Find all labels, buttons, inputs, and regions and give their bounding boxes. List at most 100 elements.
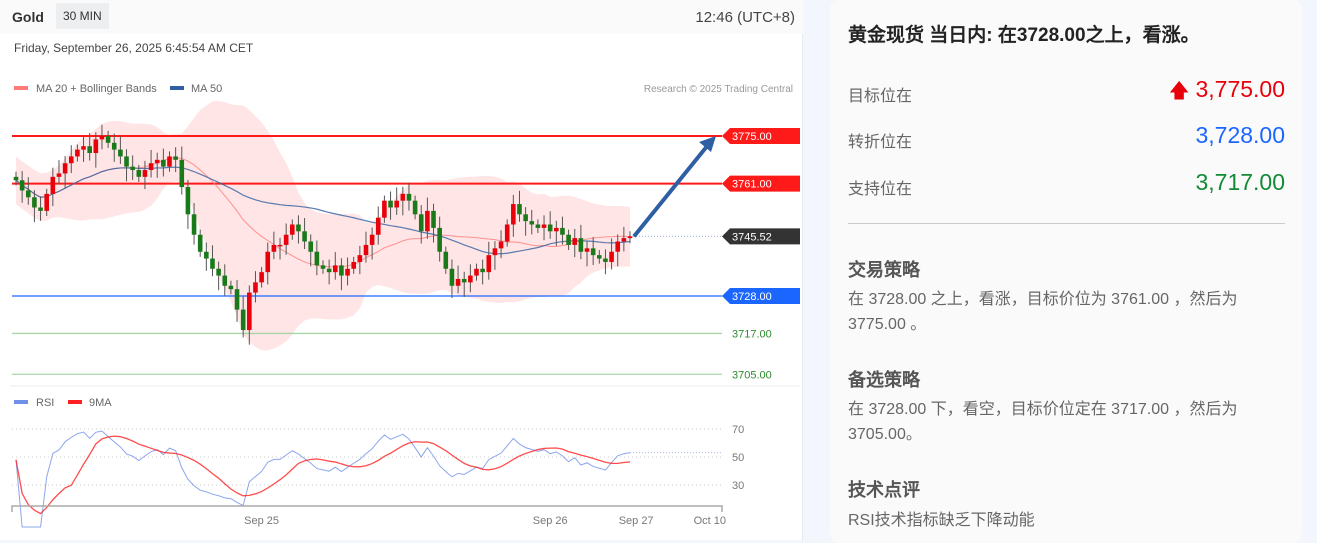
candle-body bbox=[504, 224, 510, 242]
candle-body bbox=[529, 221, 535, 225]
candle-body bbox=[474, 268, 479, 276]
price-chart: MA 20 + Bollinger Bands MA 50 Research ©… bbox=[10, 83, 800, 528]
candle-body bbox=[283, 234, 289, 245]
x-tick-label: Sep 25 bbox=[244, 515, 279, 527]
candle-body bbox=[363, 244, 369, 256]
comment-heading: 技术点评 bbox=[848, 480, 920, 500]
candle-body bbox=[185, 187, 191, 215]
candle-body bbox=[111, 142, 117, 150]
comment-text: RSI技术指标缺乏下降动能 bbox=[848, 512, 1035, 529]
resistance-label: 3761.00 bbox=[732, 179, 772, 191]
candle-body bbox=[259, 272, 264, 283]
timeframe-badge[interactable]: 30 MIN bbox=[56, 3, 109, 29]
candle-body bbox=[93, 139, 99, 154]
candle-body bbox=[517, 204, 522, 215]
x-axis-line bbox=[11, 505, 723, 512]
candle-body bbox=[597, 255, 602, 259]
resistance-tag bbox=[722, 128, 800, 144]
last-label: 3745.52 bbox=[732, 231, 772, 243]
support-level-value: 3,717.00 bbox=[1195, 169, 1285, 195]
candles bbox=[13, 124, 633, 345]
resistance-label: 3775.00 bbox=[732, 131, 772, 143]
candle-body bbox=[468, 275, 473, 283]
candle-body bbox=[87, 146, 92, 154]
candle-body bbox=[541, 224, 547, 228]
rsi-ma-legend: 9MA bbox=[89, 397, 112, 409]
candle-body bbox=[216, 268, 221, 276]
candle-body bbox=[523, 214, 528, 222]
ma50-legend-swatch bbox=[170, 86, 184, 90]
candle-body bbox=[38, 207, 43, 211]
candle-body bbox=[222, 275, 228, 286]
candle-body bbox=[511, 204, 516, 225]
candle-body bbox=[449, 268, 455, 286]
candle-body bbox=[320, 265, 326, 269]
candle-body bbox=[148, 163, 154, 171]
candle-body bbox=[603, 258, 608, 262]
candle-body bbox=[81, 146, 86, 150]
candle-body bbox=[388, 200, 393, 208]
candle-body bbox=[351, 261, 356, 269]
target-value-text: 3,775.00 bbox=[1195, 76, 1285, 102]
pivot-tag bbox=[722, 287, 800, 304]
candle-body bbox=[44, 193, 49, 211]
candle-body bbox=[566, 234, 571, 245]
candle-body bbox=[161, 159, 166, 167]
candle-body bbox=[130, 166, 135, 171]
candle-body bbox=[118, 149, 123, 157]
pivot-level-label: 转折位在 bbox=[848, 134, 913, 151]
x-axis: Sep 25 Sep 26 Sep 27 Oct 10 bbox=[11, 505, 726, 527]
clock: 12:46 (UTC+8) bbox=[695, 9, 795, 26]
candle-body bbox=[247, 292, 252, 331]
support-level-label: 支持位在 bbox=[848, 181, 913, 198]
forecast-arrow-head bbox=[699, 136, 716, 152]
candle-body bbox=[191, 214, 197, 235]
alt-strategy-text: 在 3728.00 下，看空，目标价位定在 3717.00 ，然后为 3705.… bbox=[848, 401, 1238, 443]
pivot-level-row: 转折位在 3,728.00 bbox=[848, 122, 1285, 152]
candle-body bbox=[437, 227, 442, 252]
candle-body bbox=[56, 173, 62, 177]
target-level-row: 目标位在 🡅 3,775.00 bbox=[848, 76, 1285, 106]
symbol-label: Gold bbox=[12, 9, 44, 25]
candle-body bbox=[25, 190, 31, 198]
candle-body bbox=[277, 244, 283, 247]
candle-body bbox=[535, 224, 541, 228]
rsi-pane: 70 50 30 bbox=[12, 424, 744, 528]
candle-body bbox=[332, 265, 338, 273]
candle-body bbox=[296, 224, 301, 232]
chart-date: Friday, September 26, 2025 6:45:54 AM CE… bbox=[14, 41, 254, 55]
candle-body bbox=[167, 156, 172, 167]
candle-body bbox=[290, 224, 295, 235]
candle-body bbox=[560, 227, 565, 235]
candle-body bbox=[265, 251, 271, 273]
rsi-tick-label: 70 bbox=[732, 424, 744, 436]
candle-body bbox=[314, 251, 320, 266]
candle-body bbox=[105, 136, 111, 143]
candle-body bbox=[228, 285, 234, 290]
candle-body bbox=[412, 200, 418, 215]
candle-body bbox=[19, 180, 25, 191]
candle-body bbox=[204, 251, 209, 259]
x-tick-label: Sep 26 bbox=[533, 515, 568, 527]
candle-body bbox=[302, 231, 307, 242]
rsi-line bbox=[15, 430, 631, 528]
rsi-ma-legend-swatch bbox=[68, 400, 82, 404]
candle-body bbox=[382, 200, 387, 218]
candle-body bbox=[339, 265, 344, 276]
candle-body bbox=[308, 241, 314, 252]
candle-body bbox=[142, 170, 148, 177]
arrow-up-icon: 🡅 bbox=[1168, 80, 1190, 102]
candle-body bbox=[136, 170, 142, 177]
x-tick-label: Oct 10 bbox=[694, 515, 726, 527]
candle-body bbox=[590, 248, 596, 256]
strategy-heading: 交易策略 bbox=[848, 260, 920, 280]
strategy-text: 在 3728.00 之上，看涨，目标价位为 3761.00 ，然后为 3775.… bbox=[848, 291, 1238, 333]
chart-panel: Gold 30 MIN 12:46 (UTC+8) Friday, Septem… bbox=[0, 0, 803, 540]
candle-body bbox=[13, 176, 19, 181]
rsi-tick-label: 30 bbox=[732, 480, 744, 492]
candle-body bbox=[492, 248, 498, 256]
candle-body bbox=[547, 224, 553, 232]
alt-strategy-heading: 备选策略 bbox=[848, 370, 920, 390]
candle-body bbox=[240, 309, 246, 331]
candle-body bbox=[627, 236, 633, 239]
